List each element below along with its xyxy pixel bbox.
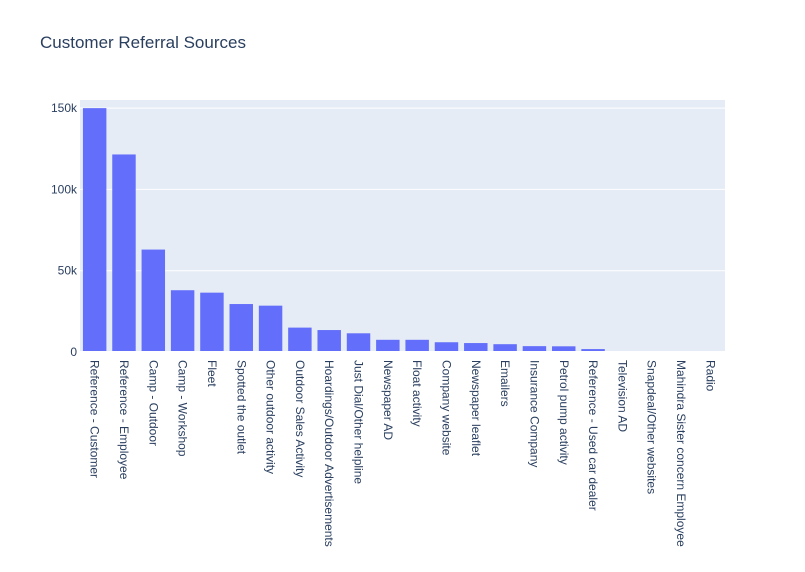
bar[interactable] — [522, 346, 547, 352]
bar[interactable] — [112, 154, 136, 352]
bar[interactable] — [141, 249, 166, 352]
x-tick-label: Reference - Employee — [117, 360, 131, 480]
x-tick-label: Fleet — [205, 360, 219, 387]
x-tick-label: Petrol pump activity — [557, 360, 571, 465]
x-tick-label: Outdoor Sales Activity — [293, 360, 307, 477]
y-tick-label: 150k — [51, 101, 78, 115]
x-tick-label: Float activity — [410, 360, 424, 427]
x-tick-label: Reference - Used car dealer — [586, 360, 600, 511]
x-tick-label: Hoardings/Outdoor Advertisements — [322, 360, 336, 547]
y-tick-label: 100k — [51, 182, 78, 196]
bar[interactable] — [581, 349, 605, 352]
bar[interactable] — [376, 339, 400, 352]
x-tick-label: Snapdeal/Other websites — [645, 360, 659, 494]
bar[interactable] — [346, 333, 371, 352]
bar[interactable] — [434, 342, 459, 352]
bar[interactable] — [229, 304, 253, 352]
x-tick-label: Company website — [439, 360, 453, 456]
y-tick-label: 0 — [70, 345, 77, 359]
x-tick-label: Insurance Company — [527, 360, 541, 467]
x-tick-label: Reference - Customer — [88, 360, 102, 478]
x-tick-label: Other outdoor activity — [264, 360, 278, 474]
x-tick-label: Newspaper AD — [381, 360, 395, 440]
x-tick-label: Newspaper leaflet — [469, 360, 483, 457]
x-tick-label: Just Dial/Other helpline — [352, 360, 366, 484]
bar[interactable] — [170, 290, 195, 352]
x-tick-label: Radio — [703, 360, 717, 392]
bar[interactable] — [464, 343, 488, 352]
x-tick-label: Camp - Outdoor — [146, 360, 160, 446]
x-tick-label: Spotted the outlet — [234, 360, 248, 455]
x-tick-label: Television AD — [615, 360, 629, 432]
y-tick-label: 50k — [58, 264, 78, 278]
bar[interactable] — [405, 339, 429, 352]
x-tick-label: Mahindra Sister concern Employee — [674, 360, 688, 547]
bar[interactable] — [258, 305, 283, 352]
bar[interactable] — [552, 346, 576, 352]
bar[interactable] — [288, 327, 312, 352]
x-tick-label: Emailers — [498, 360, 512, 407]
bar[interactable] — [317, 330, 341, 352]
bar[interactable] — [493, 344, 517, 352]
bar[interactable] — [200, 292, 224, 352]
bar[interactable] — [82, 108, 107, 353]
chart-title: Customer Referral Sources — [40, 33, 246, 52]
x-tick-label: Camp - Workshop — [176, 360, 190, 457]
